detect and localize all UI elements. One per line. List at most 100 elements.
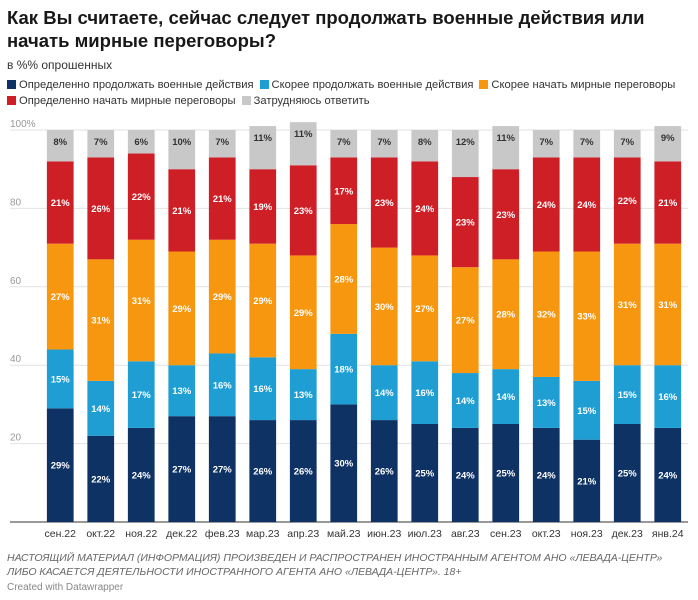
bar-segment <box>613 157 641 244</box>
legend: Определенно продолжать военные действия С… <box>7 78 692 109</box>
bar-segment <box>370 420 398 522</box>
data-label: 17% <box>132 390 152 401</box>
data-label: 29% <box>172 304 192 315</box>
bar-segment <box>573 380 601 440</box>
data-label: 26% <box>375 467 395 478</box>
bar-segment <box>127 153 155 240</box>
data-label: 14% <box>496 392 516 403</box>
bar-segment <box>87 157 115 260</box>
bar-segment <box>451 267 479 374</box>
data-label: 24% <box>537 200 557 211</box>
data-label: 31% <box>132 296 152 307</box>
chart-subtitle: в %% опрошенных <box>7 58 113 72</box>
stacked-bar-chart: 20 40 60 80 100% 29% 15% 27% 21% 8% сен.22 22% 14% 31… <box>10 119 688 540</box>
data-label: 27% <box>213 465 233 476</box>
bar-segment <box>573 157 601 252</box>
data-label: 9% <box>661 133 675 144</box>
bar-segment <box>411 424 439 522</box>
bar-segment <box>127 361 155 428</box>
bar-segment <box>289 420 317 522</box>
bar-segment <box>46 161 74 244</box>
data-label: 15% <box>577 406 597 417</box>
data-label: 7% <box>580 137 594 148</box>
bar-segment <box>451 177 479 268</box>
bar-segment <box>654 365 682 428</box>
data-label: 27% <box>51 292 71 303</box>
bar-segment <box>613 365 641 424</box>
legend-swatch <box>7 95 16 105</box>
bar-segment <box>46 243 74 350</box>
data-label: 22% <box>618 196 638 207</box>
data-label: 24% <box>456 470 476 481</box>
legend-item: Затрудняюсь ответить <box>241 95 370 107</box>
bar-segment <box>492 169 520 260</box>
data-label: 16% <box>253 384 273 395</box>
bar-segment <box>87 435 115 522</box>
bar-segment <box>451 130 479 178</box>
x-tick-label: июл.23 <box>408 528 442 540</box>
bar-segment <box>654 126 682 162</box>
x-tick-label: окт.22 <box>86 528 115 540</box>
foreign-agent-disclaimer: Настоящий материал (информация) произвед… <box>7 552 663 578</box>
bar-segment <box>330 130 358 158</box>
bar-segment <box>168 365 196 417</box>
legend-swatch <box>7 80 16 89</box>
data-label: 13% <box>537 398 557 409</box>
data-label: 26% <box>253 467 273 478</box>
y-tick-label: 20 <box>10 433 22 444</box>
data-label: 33% <box>577 312 597 323</box>
data-label: 10% <box>172 137 192 148</box>
data-label: 24% <box>415 204 435 215</box>
data-label: 32% <box>537 310 557 321</box>
data-label: 21% <box>51 198 71 209</box>
data-label: 13% <box>172 386 192 397</box>
data-label: 22% <box>91 474 111 485</box>
bar-segment <box>168 130 196 170</box>
data-label: 30% <box>375 302 395 313</box>
bar-segment <box>370 247 398 366</box>
data-label: 18% <box>334 365 354 376</box>
bar-segment <box>249 169 277 244</box>
bar-segment <box>46 408 74 522</box>
bar-segment <box>87 259 115 381</box>
legend-label: Скорее продолжать военные действия <box>271 79 474 91</box>
bar-segment <box>46 349 74 409</box>
bar-segment <box>654 161 682 244</box>
data-label: 8% <box>53 137 67 148</box>
x-tick-label: авг.23 <box>451 528 480 540</box>
data-label: 17% <box>334 186 354 197</box>
bar-segment <box>289 165 317 256</box>
data-label: 27% <box>415 304 435 315</box>
bar-segment <box>573 439 601 522</box>
bar-segment <box>249 357 277 421</box>
x-tick-label: апр.23 <box>287 528 319 540</box>
data-label: 24% <box>658 470 678 481</box>
bar-segment <box>451 373 479 428</box>
bar-segment <box>411 130 439 162</box>
data-label: 25% <box>415 469 435 480</box>
bar-segment <box>411 161 439 256</box>
data-label: 7% <box>215 137 229 148</box>
data-label: 7% <box>539 137 553 148</box>
bar-segment <box>330 333 358 405</box>
bar-segment <box>411 361 439 424</box>
data-label: 14% <box>91 404 111 415</box>
bar-segment <box>168 169 196 252</box>
bar-segment <box>532 376 560 428</box>
bar-segment <box>330 404 358 522</box>
data-label: 16% <box>213 380 233 391</box>
data-label: 31% <box>91 316 111 327</box>
data-label: 7% <box>620 137 634 148</box>
data-label: 30% <box>334 459 354 470</box>
bar-segment <box>330 157 358 225</box>
bar-segment <box>573 130 601 158</box>
bar-segment <box>613 424 641 522</box>
bar-segment <box>208 239 236 354</box>
bar-segment <box>249 420 277 522</box>
bar-segment <box>492 259 520 370</box>
legend-label: Определенно продолжать военные действия <box>19 79 254 91</box>
datawrapper-credit: Created with Datawrapper <box>7 582 124 593</box>
bar-segment <box>208 130 236 158</box>
y-tick-label: 80 <box>10 197 22 208</box>
data-label: 25% <box>618 469 638 480</box>
